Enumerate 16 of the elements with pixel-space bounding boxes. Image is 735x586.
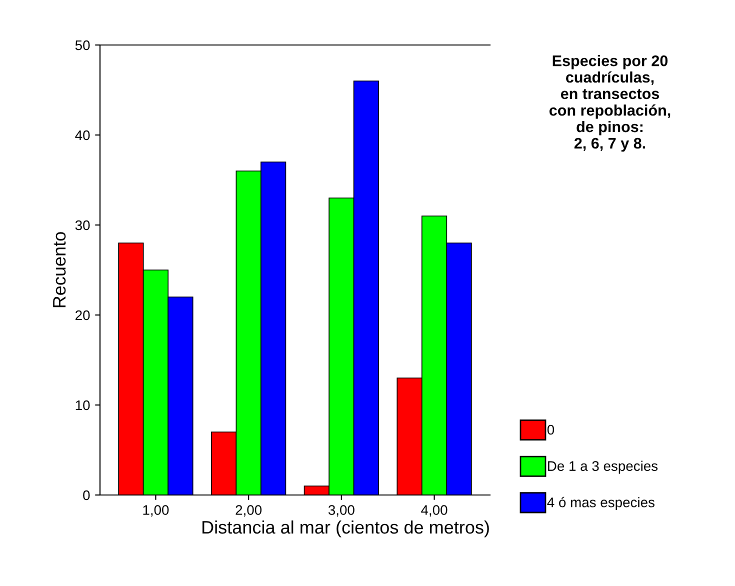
- text: Especies por 20 cuadrículas, en transectos con repoblación, de pinos: 2, 6, 7 y 8.: [549, 55, 670, 152]
- x-tick-label: 3,00: [328, 505, 354, 517]
- y-axis-title: Recuento: [53, 232, 66, 308]
- legend-label: De 1 a 3 especies: [548, 460, 658, 474]
- y-tick-label: 40: [75, 130, 90, 140]
- y-tick-label: 0: [83, 490, 90, 500]
- legend-label: 0: [547, 424, 554, 435]
- y-tick-label: 50: [75, 40, 90, 50]
- legend-label: 4 ó mas especies: [547, 496, 654, 510]
- x-axis-title: Distancia al mar (cientos de metros): [202, 520, 489, 538]
- x-tick-label: 1,00: [143, 505, 169, 517]
- y-tick-label: 30: [75, 220, 90, 230]
- y-tick-label: 20: [76, 310, 90, 320]
- x-tick-label: 4,00: [421, 505, 448, 517]
- x-tick-label: 2,00: [236, 505, 262, 517]
- y-tick-label: 10: [76, 400, 90, 410]
